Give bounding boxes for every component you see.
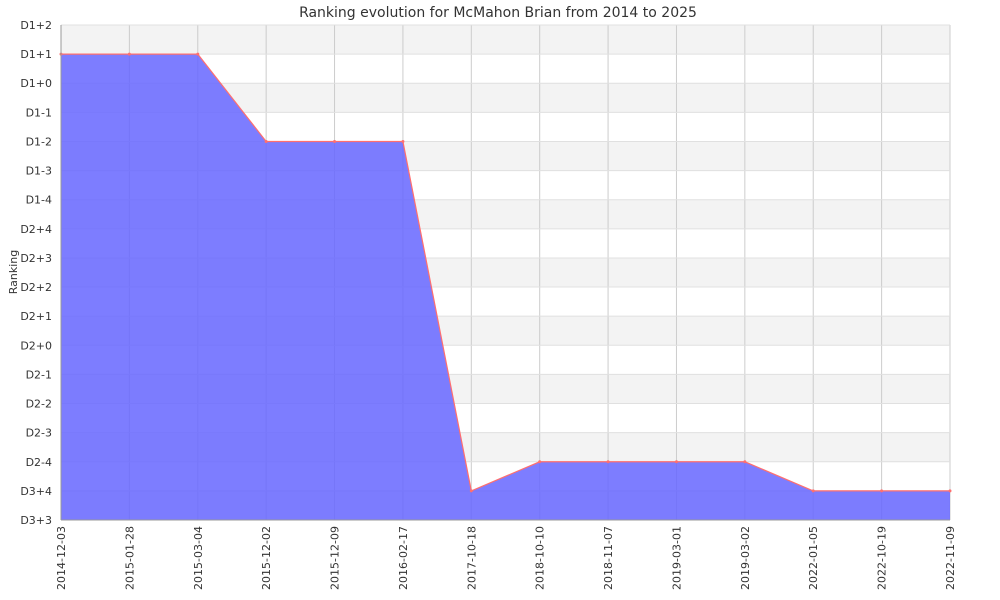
y-tick-label: D2+0 xyxy=(20,339,52,352)
y-tick-label: D2+1 xyxy=(20,310,52,323)
grid-band xyxy=(61,25,950,54)
data-point: 2015-12-09: D1-2 xyxy=(333,140,336,143)
y-tick-label: D2-3 xyxy=(26,427,52,440)
chart-title: Ranking evolution for McMahon Brian from… xyxy=(299,5,697,21)
data-point: 2019-03-02: D2-4 xyxy=(743,460,746,463)
y-tick-label: D1+2 xyxy=(20,19,52,32)
y-tick-label: D1+0 xyxy=(20,77,52,90)
data-point: 2015-01-28: D1+1 xyxy=(128,53,131,56)
y-tick-label: D1+1 xyxy=(20,48,52,61)
x-tick-label: 2018-11-07 xyxy=(602,526,615,590)
x-tick-label: 2022-10-19 xyxy=(876,526,889,590)
x-tick-label: 2015-12-02 xyxy=(260,526,273,590)
y-tick-label: D2+2 xyxy=(20,281,52,294)
data-point: 2022-10-19: D3+4 xyxy=(880,489,883,492)
y-tick-label: D2-4 xyxy=(26,456,52,469)
x-tick-label: 2015-01-28 xyxy=(123,526,136,590)
x-tick-label: 2019-03-02 xyxy=(739,526,752,590)
data-point: 2015-03-04: D1+1 xyxy=(196,53,199,56)
y-tick-label: D2+4 xyxy=(20,223,52,236)
x-tick-label: 2022-11-09 xyxy=(944,526,957,590)
x-tick-label: 2015-03-04 xyxy=(192,526,205,590)
data-point: 2018-11-07: D2-4 xyxy=(607,460,610,463)
data-point: 2022-11-09: D3+4 xyxy=(949,489,952,492)
y-tick-label: D2+3 xyxy=(20,252,52,265)
data-point: 2019-03-01: D2-4 xyxy=(675,460,678,463)
x-tick-labels: 2014-12-03 2015-01-28 2015-03-04 2015-12-02… xyxy=(55,526,957,590)
y-tick-label: D1-2 xyxy=(26,135,52,148)
y-tick-labels: D3+3 D3+4 D2-4 D2-3 D2-2 D2-1 D2+0 D2+1 D2+2 D2+3… xyxy=(20,19,52,527)
data-point: 2022-01-05: D3+4 xyxy=(812,489,815,492)
x-tick-label: 2015-12-09 xyxy=(329,526,342,590)
data-point: 2018-10-10: D2-4 xyxy=(538,460,541,463)
x-tick-label: 2018-10-10 xyxy=(534,526,547,590)
data-point: 2015-12-02: D1-2 xyxy=(265,140,268,143)
data-point: 2016-02-17: D1-2 xyxy=(401,140,404,143)
y-tick-label: D3+3 xyxy=(20,514,52,527)
data-point: 2017-10-18: D3+4 xyxy=(470,489,473,492)
x-tick-label: 2019-03-01 xyxy=(670,526,683,590)
y-tick-label: D1-4 xyxy=(26,194,52,207)
y-tick-label: D1-3 xyxy=(26,165,52,178)
y-tick-label: D3+4 xyxy=(20,485,52,498)
x-tick-label: 2022-01-05 xyxy=(807,526,820,590)
x-tick-label: 2016-02-17 xyxy=(397,526,410,590)
y-tick-label: D2-2 xyxy=(26,398,52,411)
x-tick-label: 2014-12-03 xyxy=(55,526,68,590)
y-axis-label: Ranking xyxy=(7,250,20,295)
y-tick-label: D1-1 xyxy=(26,106,52,119)
x-tick-label: 2017-10-18 xyxy=(465,526,478,590)
y-tick-label: D2-1 xyxy=(26,368,52,381)
